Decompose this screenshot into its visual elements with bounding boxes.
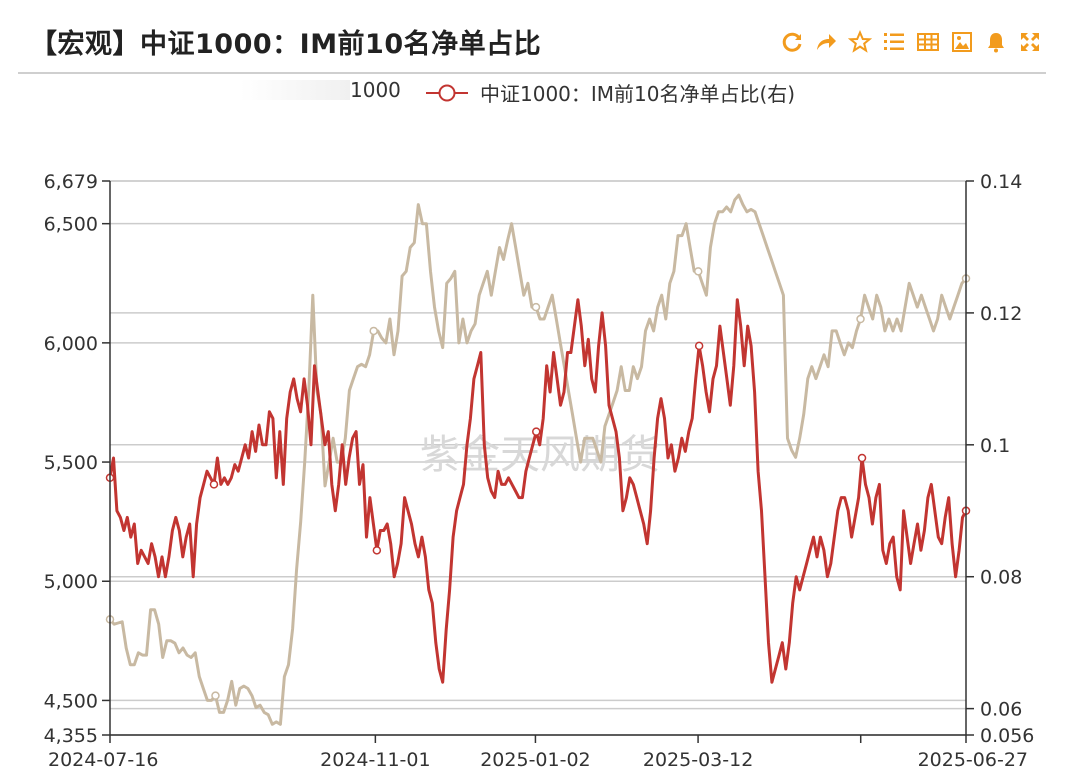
legend-line-marker-icon: [426, 84, 468, 101]
y-left-tick-label: 5,000: [44, 571, 98, 593]
y-right-tick-label: 0.08: [980, 567, 1022, 589]
y-right-tick-label: 0.056: [980, 725, 1034, 747]
x-tick-label: 2025-01-02: [480, 749, 590, 771]
y-right-tick-label: 0.12: [980, 303, 1022, 325]
y-right-tick-label: 0.1: [980, 435, 1010, 457]
star-icon[interactable]: [846, 28, 874, 56]
chart-header: 【宏观】中证1000：IM前10名净单占比: [0, 0, 1080, 75]
x-tick-label: 2024-11-01: [320, 749, 430, 771]
y-left-tick-label: 4,355: [44, 725, 98, 747]
y-left-tick-label: 4,500: [44, 690, 98, 712]
axes: [102, 180, 974, 743]
series-point-marker: [694, 341, 704, 351]
axis-labels: 6,679 6,500 6,000 5,500 5,000 4,500 4,355 0.14 0…: [44, 171, 1035, 771]
chart-legend: 1000 中证1000：IM前10名净单占比(右): [0, 78, 1080, 106]
series-point-marker: [369, 326, 378, 336]
x-tick-label: 2025-06-27: [918, 749, 1028, 771]
legend-fade-mask: [240, 80, 350, 100]
legend-label-left: 1000: [350, 78, 401, 102]
chart-title: 【宏观】中证1000：IM前10名净单占比: [30, 29, 542, 60]
x-tick-label: 2024-07-16: [48, 749, 158, 771]
bell-icon[interactable]: [982, 28, 1010, 56]
series-line-im-net-ratio: [108, 298, 968, 684]
ordered-list-icon[interactable]: [880, 28, 908, 56]
title-divider: [18, 72, 1046, 74]
series-point-marker: [372, 546, 382, 555]
image-icon[interactable]: [948, 28, 976, 56]
series-point-marker: [211, 691, 220, 700]
refresh-icon[interactable]: [778, 28, 806, 56]
series-point-marker: [531, 302, 541, 312]
fullscreen-icon[interactable]: [1016, 28, 1044, 56]
y-left-tick-label: 5,500: [44, 452, 98, 474]
x-tick-label: 2025-03-12: [643, 749, 753, 771]
series-point-marker: [209, 480, 219, 489]
y-left-tick-label: 6,000: [44, 333, 98, 355]
legend-item-right[interactable]: 中证1000：IM前10名净单占比(右): [424, 78, 795, 107]
series-point-marker: [857, 453, 867, 463]
y-right-tick-label: 0.06: [980, 699, 1022, 721]
table-icon[interactable]: [914, 28, 942, 56]
legend-item-left[interactable]: 1000: [240, 78, 401, 102]
y-left-tick-label: 6,679: [44, 171, 98, 193]
y-right-tick-label: 0.14: [980, 171, 1022, 193]
chart-toolbar: [778, 28, 1044, 56]
series-point-marker: [856, 314, 865, 324]
series-point-marker: [532, 427, 541, 436]
series-point-marker: [693, 267, 703, 276]
series-line-csi1000: [108, 193, 968, 726]
share-icon[interactable]: [812, 28, 840, 56]
y-left-tick-label: 6,500: [44, 214, 98, 236]
legend-label-right: 中证1000：IM前10名净单占比(右): [480, 82, 796, 106]
